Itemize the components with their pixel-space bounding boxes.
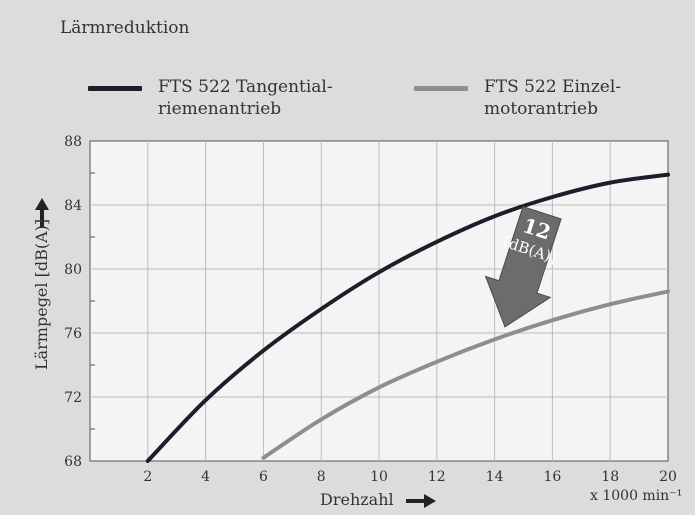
x-axis-unit: x 1000 min⁻¹ bbox=[590, 488, 683, 504]
reduction-arrow-icon bbox=[484, 205, 562, 328]
x-axis-arrow-icon bbox=[406, 494, 436, 508]
reduction-annotation: 12[dB(A)] bbox=[484, 205, 562, 328]
x-tick-label: 12 bbox=[428, 469, 446, 485]
y-tick-label: 80 bbox=[64, 262, 82, 278]
y-tick-label: 84 bbox=[64, 198, 82, 214]
reduction-arrow-group: 12[dB(A)] bbox=[484, 205, 562, 328]
y-tick-label: 88 bbox=[64, 134, 82, 150]
x-axis-label: Drehzahl bbox=[320, 490, 394, 509]
y-axis-arrow-icon bbox=[35, 198, 49, 228]
x-tick-label: 6 bbox=[259, 469, 268, 485]
x-tick-label: 2 bbox=[143, 469, 152, 485]
y-tick-label: 68 bbox=[64, 454, 82, 470]
series-line-1 bbox=[261, 289, 670, 460]
x-tick-label: 20 bbox=[659, 469, 677, 485]
x-tick-label: 4 bbox=[201, 469, 210, 485]
grid-lines bbox=[90, 141, 668, 461]
y-tick-label: 72 bbox=[64, 390, 82, 406]
chart-title: Lärmreduktion bbox=[60, 18, 190, 38]
legend-item-einzelmotor: FTS 522 Einzel- motorantrieb bbox=[414, 76, 684, 120]
x-tick-label: 14 bbox=[486, 469, 504, 485]
series-lines bbox=[145, 172, 670, 463]
legend-label-einzelmotor-line2: motorantrieb bbox=[484, 99, 598, 119]
x-tick-label: 8 bbox=[317, 469, 326, 485]
x-tick-label: 16 bbox=[543, 469, 561, 485]
legend-swatch-einzelmotor bbox=[414, 86, 468, 91]
y-tick-label: 76 bbox=[64, 326, 82, 342]
legend-swatch-tangential bbox=[88, 86, 142, 91]
legend-label-tangential: FTS 522 Tangential- riemenantrieb bbox=[158, 76, 358, 120]
legend-label-tangential-line2: riemenantrieb bbox=[158, 99, 282, 119]
x-tick-label: 18 bbox=[601, 469, 619, 485]
series-line-0 bbox=[145, 172, 670, 463]
legend-label-einzelmotor-line1: FTS 522 Einzel- bbox=[484, 77, 622, 97]
legend-label-tangential-line1: FTS 522 Tangential- bbox=[158, 77, 333, 97]
legend-item-tangential: FTS 522 Tangential- riemenantrieb bbox=[88, 76, 358, 120]
x-tick-label: 10 bbox=[370, 469, 388, 485]
legend-label-einzelmotor: FTS 522 Einzel- motorantrieb bbox=[484, 76, 684, 120]
